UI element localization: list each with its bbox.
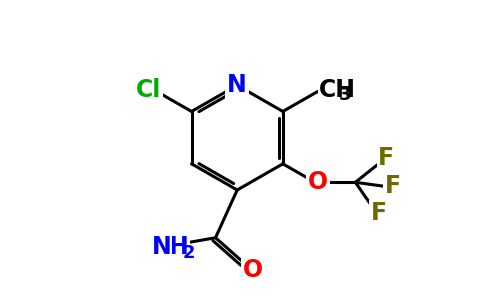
- Text: O: O: [308, 170, 328, 194]
- Text: N: N: [151, 235, 171, 259]
- Text: O: O: [242, 258, 263, 282]
- Text: F: F: [371, 201, 387, 225]
- Text: 2: 2: [183, 244, 196, 262]
- Text: CH: CH: [319, 78, 356, 102]
- Text: H: H: [169, 235, 189, 259]
- Text: 3: 3: [339, 86, 351, 104]
- Text: F: F: [378, 146, 394, 170]
- Text: Cl: Cl: [136, 78, 161, 102]
- Text: N: N: [227, 73, 247, 97]
- Text: F: F: [384, 174, 401, 198]
